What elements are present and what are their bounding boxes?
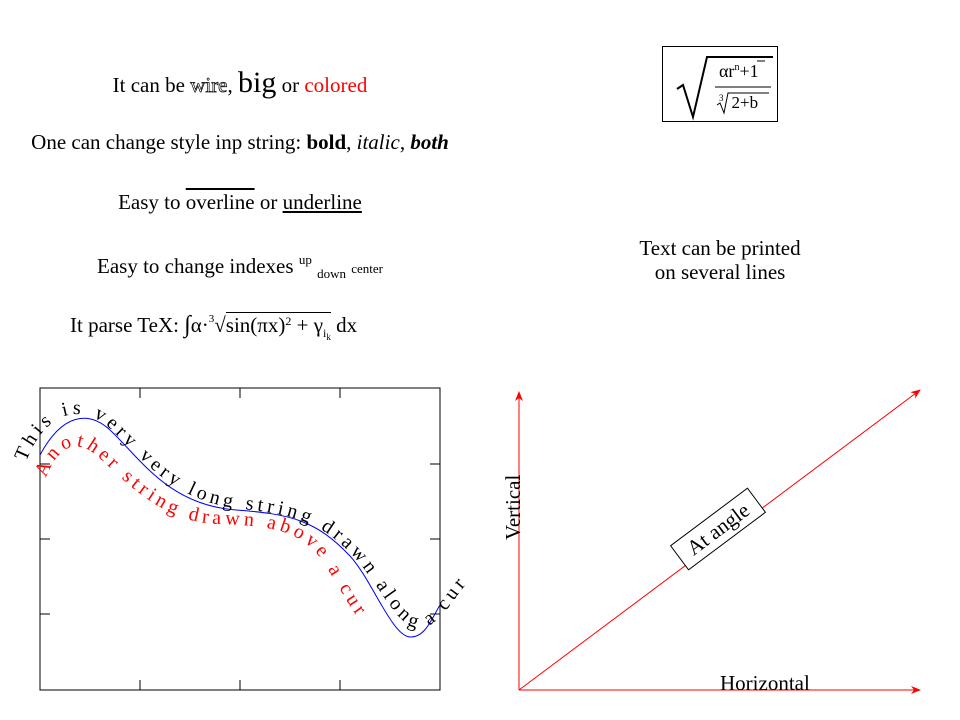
alpha-symbol: α· [190,313,209,337]
overline-text: overline [185,190,255,214]
line2-prefix: One can change style inp string: [31,130,307,154]
bold-italic-text: both [410,130,449,154]
plus-gamma: + γ [291,313,324,337]
angle-label: At angle [682,498,754,560]
text-line-wire-big-colored: It can be wire, big or colored [40,66,440,100]
line2-comma1: , [346,130,357,154]
formula-alpha-r: αr [719,61,735,81]
formula-box: αrn+1 3 2+b [662,46,778,122]
text-line-overline-underline: Easy to overline or underline [40,190,440,215]
angle-label-box [669,487,767,571]
text-line-styles: One can change style inp string: bold, i… [0,130,480,155]
horizontal-label: Horizontal [720,671,810,695]
line1-prefix: It can be [112,73,191,97]
gamma-sub-i: i [323,326,327,340]
line3-prefix: Easy to [118,190,186,214]
line3-or: or [254,190,283,214]
formula-r-exp: n [734,62,740,73]
line4-prefix: Easy to change indexes [97,254,299,278]
index-down: down [317,266,346,281]
text-line-tex: It parse TeX: ∫α·3√sin(πx)2 + γik dx [70,312,357,342]
angle-label-group: At angle [669,487,767,571]
formula-radical [676,56,773,121]
line5-prefix: It parse TeX: [70,313,185,337]
multiline-line-1: Text can be printed [639,236,801,260]
formula-plus: + [739,61,750,81]
vertical-label: Vertical [501,475,525,540]
curve-frame [39,387,441,691]
formula-denom-text: 2+b [731,93,759,112]
angle-arrow [518,389,921,691]
gamma-sub-k: k [326,332,331,342]
multiline-line-2: on several lines [654,260,786,284]
blue-curve [39,417,441,638]
radical-sign: √ [214,313,226,337]
big-text: big [238,66,277,99]
bold-text: bold [306,130,347,154]
line2-comma2: , [399,130,411,154]
square-exp: 2 [285,314,292,328]
integral-symbol: ∫ [184,312,191,338]
wire-text: wire [190,73,228,98]
formula-one: 1 [749,61,759,81]
frame-ticks [40,388,440,690]
index-up: up [298,252,312,267]
line1-comma: , [227,73,239,97]
colored-text: colored [304,73,368,97]
index-center: center [351,261,383,276]
root-index: 3 [208,313,215,325]
formula-root-index: 3 [719,93,724,103]
multiline-text: Text can be printed on several lines [600,236,840,284]
italic-text: italic [356,130,400,154]
radicand-text: sin(πx) [225,313,286,337]
formula-denominator: 3 2+b [719,93,758,113]
line1-or: or [276,73,305,97]
text-line-indexes: Easy to change indexes up down center [40,252,440,282]
formula-numerator: αrn+1 [719,61,759,82]
dx-text: dx [330,313,358,337]
underline-text: underline [282,190,362,214]
radicand-group: sin(πx)2 + γik [225,312,331,342]
